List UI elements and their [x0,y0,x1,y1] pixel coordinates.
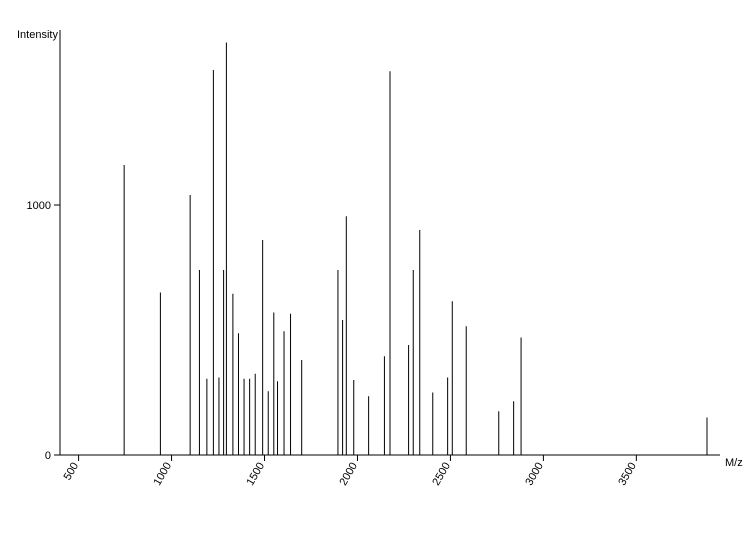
y-axis-label: Intensity [17,29,58,41]
x-axis-label: M/z [725,457,743,469]
mass-spectrum-chart: Intensity M/z 0 1000 500 1000 1500 2000 2500 3000… [0,0,750,540]
svg-text:2000: 2000 [337,461,360,488]
svg-text:1000: 1000 [27,200,51,212]
svg-text:1000: 1000 [152,461,175,488]
svg-text:500: 500 [62,461,82,483]
svg-text:3000: 3000 [523,461,546,488]
x-ticks: 500 1000 1500 2000 2500 3000 3500 [62,455,639,488]
spectrum-peaks [124,43,707,456]
y-ticks: 0 1000 [27,200,60,462]
svg-text:3500: 3500 [616,461,639,488]
svg-text:2500: 2500 [430,461,453,488]
svg-text:1500: 1500 [244,461,267,488]
svg-text:0: 0 [45,450,51,462]
